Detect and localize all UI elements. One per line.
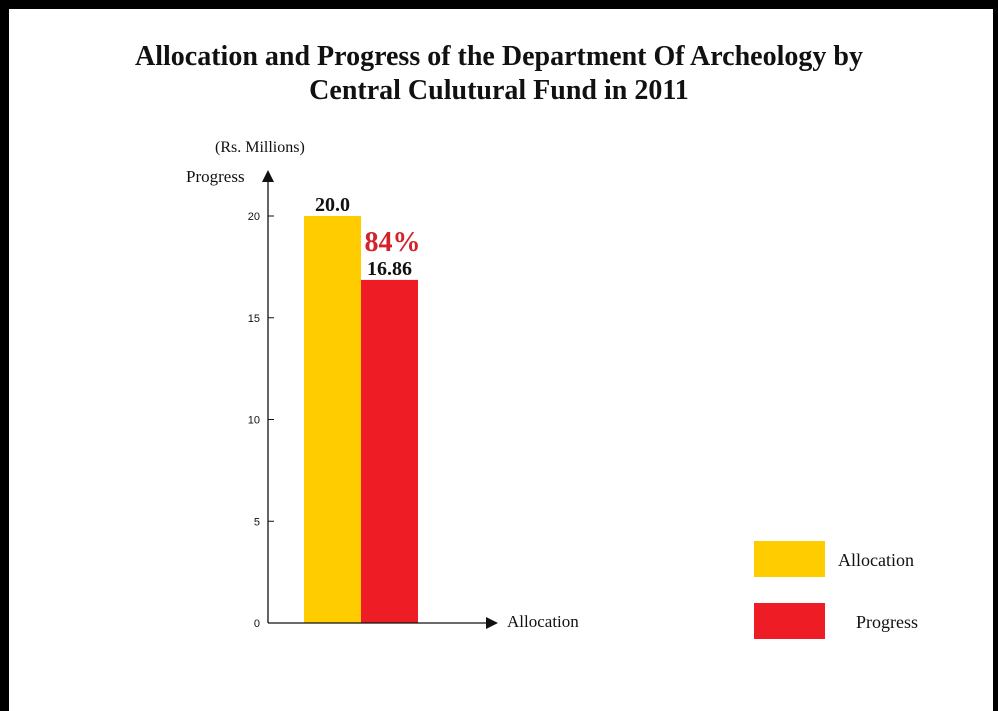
y-tick-label: 10 [248,415,260,427]
y-axis-ticks: 0 5 10 15 20 [248,211,274,630]
y-tick-label: 15 [248,313,260,325]
chart-title: Allocation and Progress of the Departmen… [0,40,998,108]
allocation-value-label: 20.0 [315,194,350,216]
x-axis-arrow-icon [486,617,498,629]
y-tick-label: 0 [254,618,260,630]
legend-label-allocation: Allocation [838,550,914,570]
legend: Allocation Progress [754,541,918,639]
chart-title-line-2: Central Culutural Fund in 2011 [309,75,689,106]
progress-bar [361,279,418,623]
legend-swatch-progress [754,603,825,639]
progress-percent-annotation: 84% [365,227,421,258]
y-axis-arrow-icon [262,170,274,182]
y-axis-label: Progress [186,167,245,186]
chart-title-line-1: Allocation and Progress of the Departmen… [135,41,863,72]
unit-label: (Rs. Millions) [215,139,305,156]
allocation-bar [304,216,361,623]
legend-label-progress: Progress [856,612,918,632]
legend-swatch-allocation [754,541,825,577]
progress-value-label: 16.86 [367,258,412,280]
y-tick-label: 20 [248,211,260,223]
y-tick-label: 5 [254,516,260,528]
x-axis-label: Allocation [507,612,579,631]
